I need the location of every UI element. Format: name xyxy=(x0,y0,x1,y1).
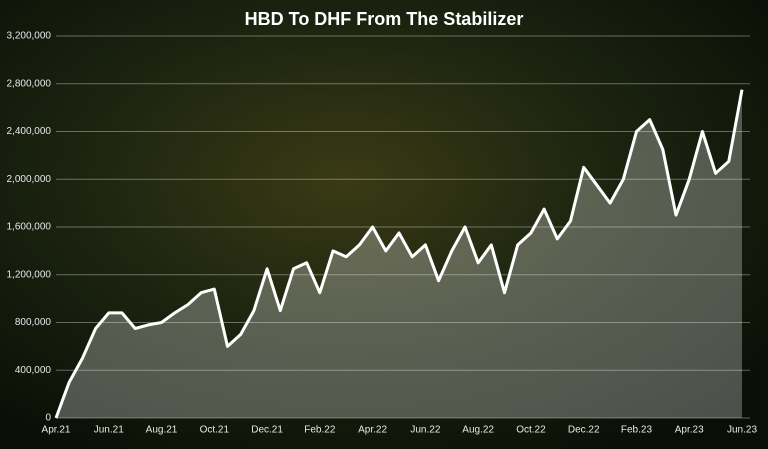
x-tick-label: Oct.21 xyxy=(200,425,230,436)
y-tick-label: 0 xyxy=(45,413,51,424)
y-tick-label: 1,200,000 xyxy=(7,269,52,280)
area-fill xyxy=(56,89,742,418)
x-tick-label: Feb.23 xyxy=(621,425,653,436)
y-tick-label: 400,000 xyxy=(15,365,52,376)
x-tick-label: Apr.21 xyxy=(42,425,71,436)
x-tick-label: Feb.22 xyxy=(304,425,336,436)
x-tick-label: Oct.22 xyxy=(516,425,546,436)
x-tick-label: Dec.22 xyxy=(568,425,600,436)
y-tick-label: 1,600,000 xyxy=(7,222,52,233)
x-tick-label: Jun.22 xyxy=(410,425,440,436)
y-tick-label: 2,800,000 xyxy=(7,78,52,89)
x-tick-label: Apr.23 xyxy=(675,425,704,436)
line xyxy=(54,89,744,419)
x-tick-label: Dec.21 xyxy=(251,425,283,436)
x-tick-label: Jun.23 xyxy=(727,425,757,436)
y-tick-label: 2,400,000 xyxy=(7,126,52,137)
x-tick-label: Jun.21 xyxy=(94,425,124,436)
x-tick-label: Aug.21 xyxy=(146,425,178,436)
chart-title: HBD To DHF From The Stabilizer xyxy=(245,9,524,29)
y-tick-label: 2,000,000 xyxy=(7,174,52,185)
x-tick-label: Aug.22 xyxy=(462,425,494,436)
x-tick-label: Apr.22 xyxy=(358,425,387,436)
y-tick-label: 3,200,000 xyxy=(7,31,52,42)
y-tick-label: 800,000 xyxy=(15,317,52,328)
